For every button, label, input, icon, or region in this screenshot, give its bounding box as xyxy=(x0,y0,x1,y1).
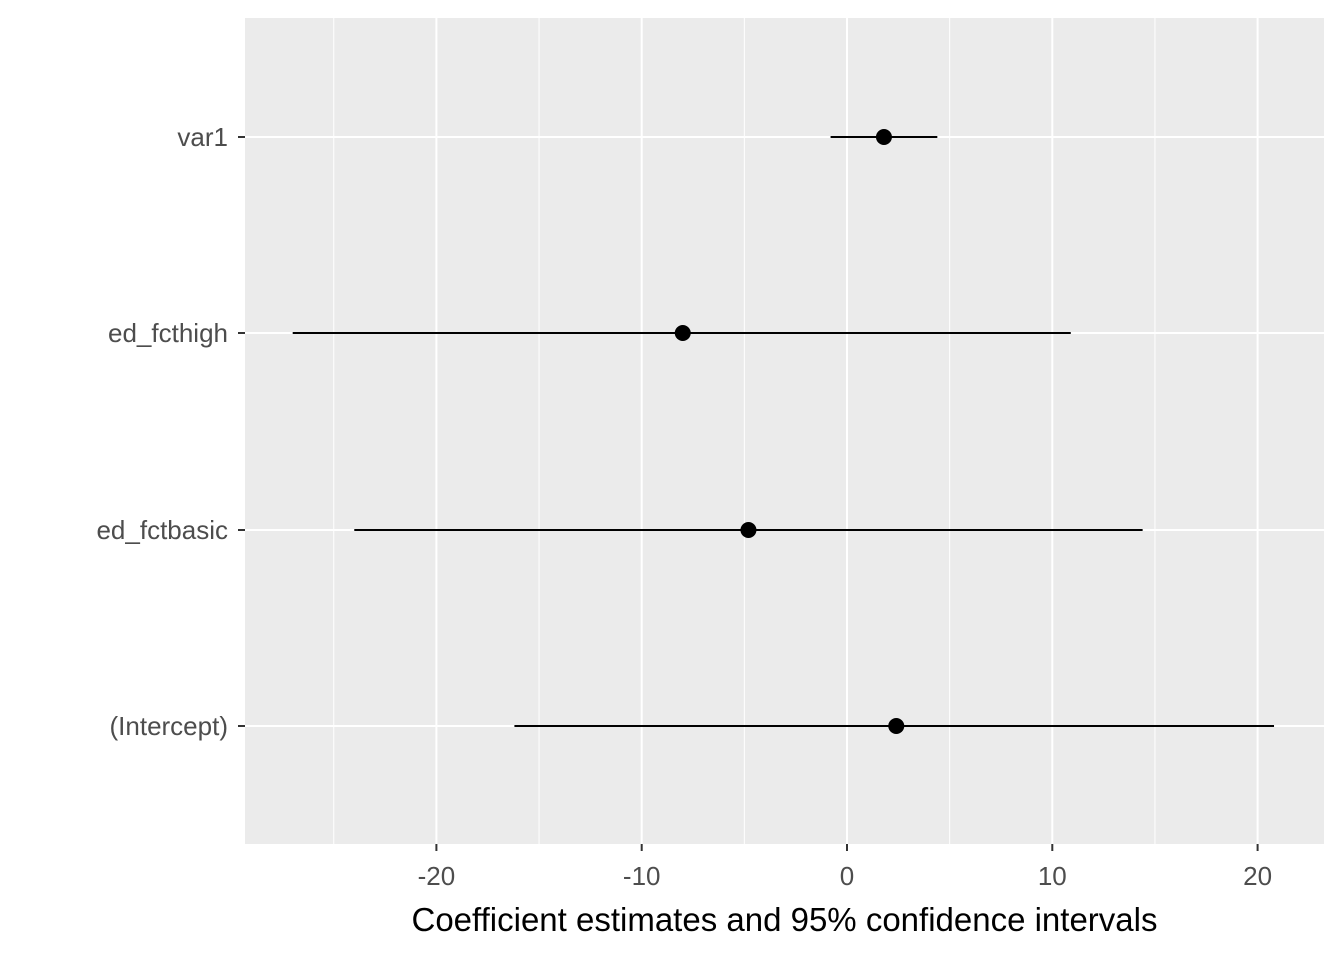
estimate-point xyxy=(674,325,691,341)
y-tick-label: ed_fctbasic xyxy=(96,515,228,545)
x-tick-label: -20 xyxy=(418,861,456,891)
x-tick-label: 10 xyxy=(1038,861,1067,891)
estimate-point xyxy=(740,522,757,538)
x-tick-label: 0 xyxy=(840,861,854,891)
y-tick-label: (Intercept) xyxy=(110,711,229,741)
grid-minor xyxy=(333,18,1156,844)
x-tick-label: 20 xyxy=(1243,861,1272,891)
x-tick-label: -10 xyxy=(623,861,661,891)
y-tick-label: ed_fcthigh xyxy=(108,318,228,348)
coefficient-marks xyxy=(292,129,1275,734)
y-tick-label: var1 xyxy=(177,122,228,152)
x-axis-title: Coefficient estimates and 95% confidence… xyxy=(412,901,1158,938)
x-axis: -20 -10 0 10 20 xyxy=(418,844,1272,891)
estimate-point xyxy=(888,718,905,734)
estimate-point xyxy=(875,129,892,145)
plot-panel xyxy=(245,18,1324,844)
y-axis: var1 ed_fcthigh ed_fctbasic (Intercept) xyxy=(96,122,245,741)
